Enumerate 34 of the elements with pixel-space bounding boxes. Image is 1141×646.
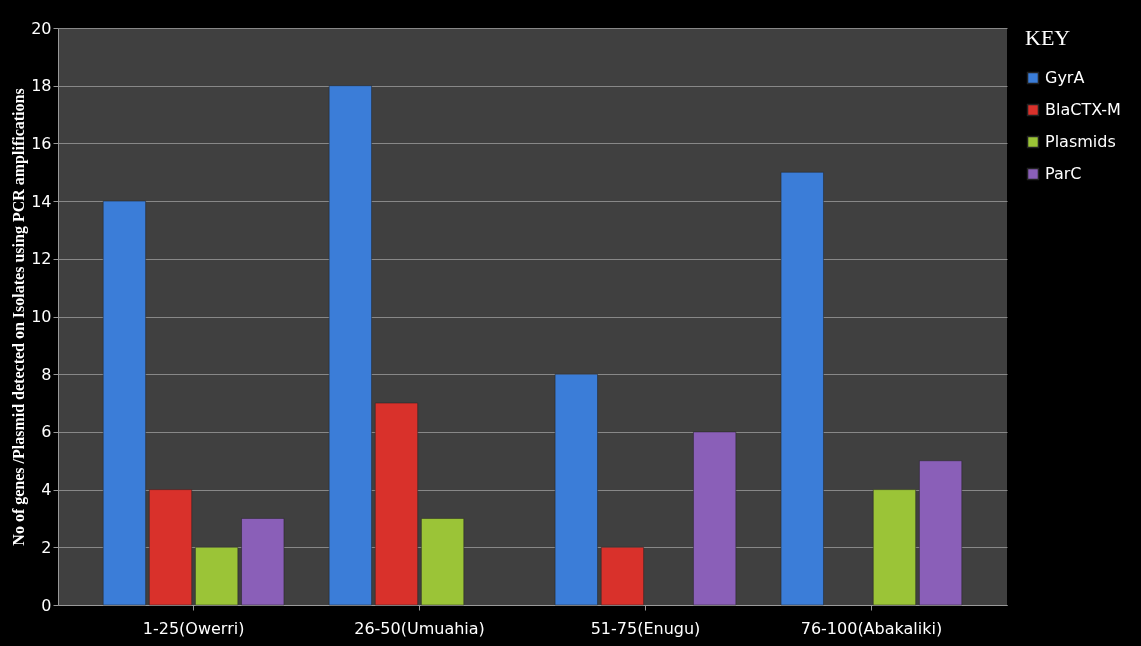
bar [149,489,192,606]
y-tick-label: 2 [41,537,52,557]
bar [375,402,418,606]
y-tick-label: 14 [31,191,52,211]
y-tick-label: 4 [41,480,52,500]
bar [328,85,372,606]
x-tick-label: 26-50(Umuahia) [354,618,485,638]
y-axis-title: No of genes /Plasmid detected on Isolates using PCR amplifications [10,88,29,546]
legend-label: Plasmids [1045,132,1116,151]
bar [241,518,285,606]
y-tick-label: 18 [31,76,52,96]
y-tick-label: 20 [31,18,52,38]
x-tick-label: 76-100(Abakaliki) [800,618,943,638]
x-tick-label: 51-75(Enugu) [590,618,701,638]
bar [693,431,737,606]
bar [873,489,916,606]
bar [421,518,465,606]
bar [919,460,963,606]
bar [195,547,239,606]
y-tick-label: 10 [31,307,52,326]
legend-title: KEY [1025,25,1071,50]
y-tick-label: 8 [41,364,52,384]
bar [780,172,824,606]
y-tick-label: 0 [41,595,52,615]
x-tick-label: 1-25(Owerri) [142,618,245,638]
bar [600,547,644,606]
bar [554,373,598,606]
y-tick-label: 12 [31,249,52,269]
legend-label: ParC [1045,164,1082,183]
bar [102,200,146,606]
y-tick-label: 6 [41,422,52,442]
y-tick-label: 16 [31,133,52,153]
legend-label: BlaCTX-M [1045,100,1121,119]
legend-label: GyrA [1045,68,1085,87]
